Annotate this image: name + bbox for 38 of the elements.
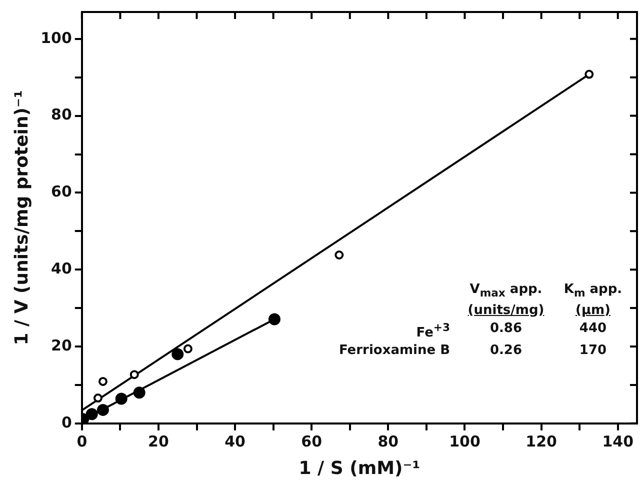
annotation: (units/mg): [466, 302, 546, 318]
annotation: Ferrioxamine B: [338, 342, 451, 358]
x-tick-label: 80: [378, 432, 399, 450]
point: [584, 70, 594, 79]
y-tick-label: 100: [40, 28, 72, 47]
x-tick-label: 140: [602, 432, 634, 450]
annotation: (μm): [574, 302, 612, 318]
point: [98, 376, 108, 386]
x-tick-label: 40: [224, 432, 246, 450]
annotation: V$_{max}$ app.: [468, 282, 544, 300]
annotation: 170: [578, 342, 608, 358]
annotation: Fe$^{+3}$: [415, 320, 451, 340]
x-tick-label: 120: [526, 432, 557, 450]
annotation: 0.86: [488, 320, 524, 338]
point: [268, 313, 280, 326]
annotation: 0.26: [488, 342, 524, 358]
annotation: K$_{m}$ app.: [562, 282, 624, 300]
y-tick-label: 0: [61, 413, 72, 432]
x-tick-label: 20: [148, 432, 169, 450]
point: [172, 348, 184, 360]
x-tick-label: 100: [449, 432, 480, 450]
y-tick-label: 80: [51, 106, 72, 124]
y-tick-label: 20: [51, 336, 72, 354]
point: [96, 404, 109, 416]
y-axis-title: 1 / V (units/mg protein)⁻¹: [11, 90, 32, 346]
point: [183, 344, 192, 354]
point: [133, 386, 146, 399]
x-tick-label: 0: [76, 432, 88, 450]
point: [86, 408, 98, 420]
annotation: 440: [578, 320, 608, 338]
point: [93, 394, 102, 403]
x-tick-label: 60: [301, 432, 322, 450]
point: [130, 370, 139, 380]
x-axis-title: 1 / S (mM)⁻¹: [298, 458, 420, 479]
point: [115, 392, 128, 405]
point: [334, 250, 344, 260]
y-tick-label: 60: [51, 182, 72, 201]
y-tick-label: 40: [51, 259, 72, 278]
